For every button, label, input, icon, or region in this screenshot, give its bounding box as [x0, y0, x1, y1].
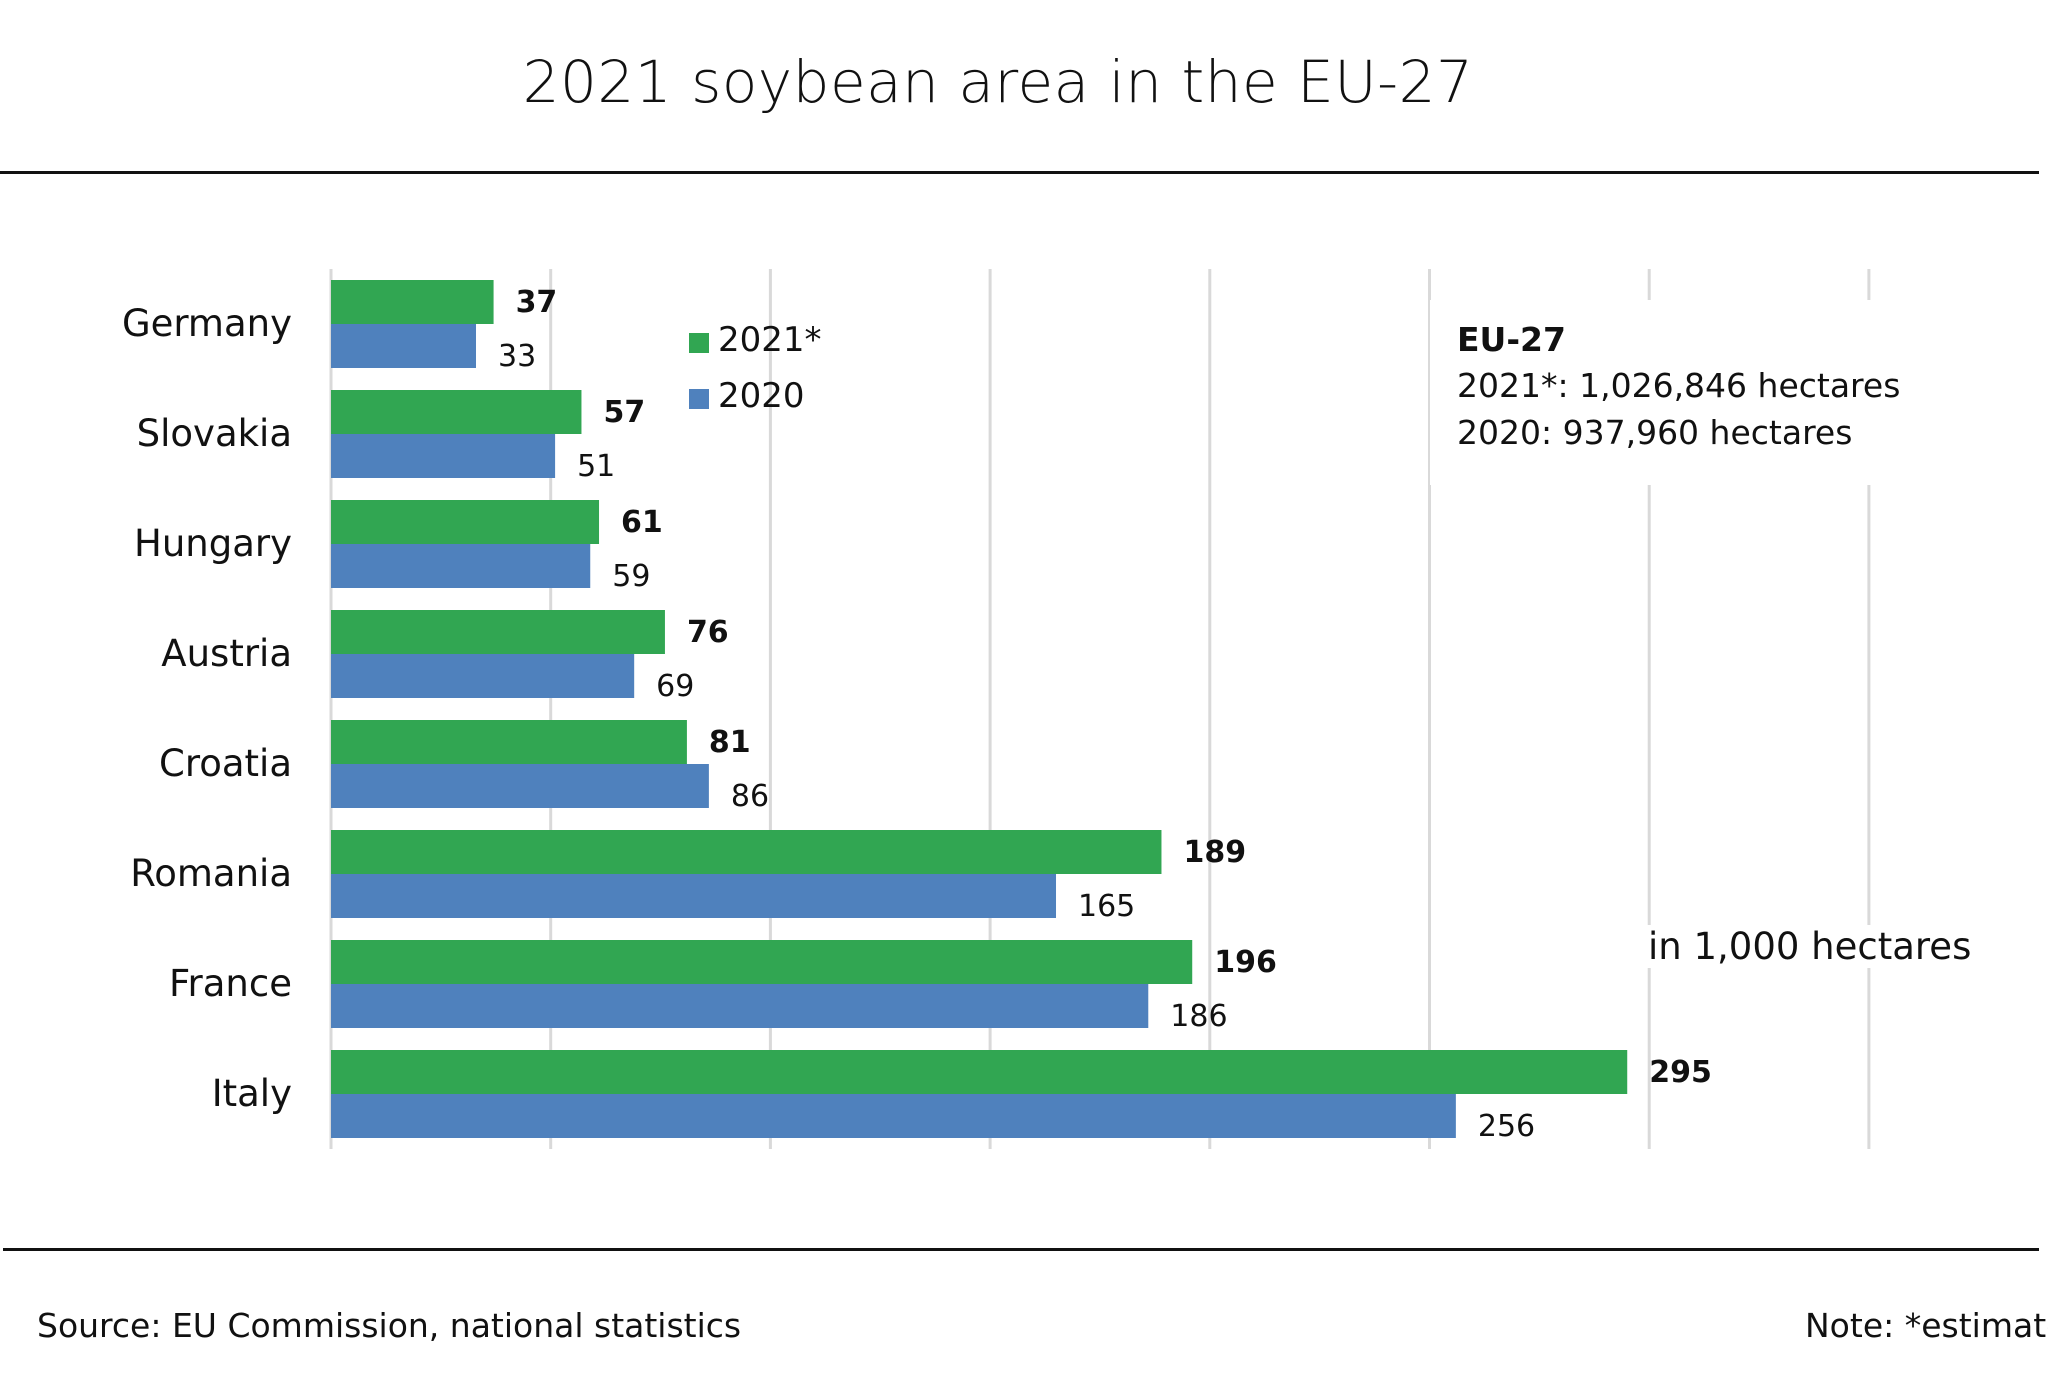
legend-label-2020: 2020: [718, 376, 805, 416]
bar-2021: [331, 720, 687, 764]
category-label: Romania: [130, 852, 292, 895]
legend-swatch-2021: [689, 333, 709, 353]
bar-2021: [331, 830, 1162, 874]
eu-total-box: EU-27 2021*: 1,026,846 hectares 2020: 93…: [1430, 300, 1900, 485]
bar-2021: [331, 500, 600, 544]
data-label: 33: [498, 339, 536, 374]
data-label: 186: [1170, 999, 1227, 1034]
category-label: France: [169, 962, 292, 1005]
top-divider: [0, 171, 2039, 174]
legend-swatch-2020: [689, 389, 709, 409]
legend-label-2021: 2021*: [718, 320, 822, 360]
data-label: 69: [656, 669, 694, 704]
estimate-note: Note: *estimate: [1805, 1306, 2048, 1345]
data-label: 51: [577, 449, 615, 484]
bar-2021: [331, 1050, 1628, 1094]
bar-2021: [331, 610, 665, 654]
bar-2020: [331, 874, 1057, 918]
data-label: 256: [1478, 1109, 1535, 1144]
eu-total-2020: 2020: 937,960 hectares: [1457, 413, 1853, 452]
eu-heading: EU-27: [1457, 320, 1566, 359]
category-label: Germany: [122, 302, 292, 345]
data-label: 86: [731, 779, 769, 814]
bar-2021: [331, 940, 1193, 984]
data-label: 165: [1078, 889, 1135, 924]
data-label: 76: [687, 615, 729, 650]
chart-title: 2021 soybean area in the EU-27: [522, 48, 1474, 116]
data-label: 196: [1214, 945, 1277, 980]
data-label: 61: [621, 505, 663, 540]
source-note: Source: EU Commission, national statisti…: [37, 1306, 742, 1345]
data-label: 37: [516, 285, 558, 320]
data-label: 81: [709, 725, 751, 760]
data-label: 295: [1649, 1055, 1712, 1090]
unit-label: in 1,000 hectares: [1640, 925, 1972, 968]
bar-2021: [331, 390, 582, 434]
bar-2020: [331, 654, 635, 698]
eu-total-2021: 2021*: 1,026,846 hectares: [1457, 366, 1901, 405]
bar-2020: [331, 764, 709, 808]
bar-2021: [331, 280, 494, 324]
category-label: Croatia: [159, 742, 292, 785]
bar-2020: [331, 984, 1149, 1028]
data-label: 59: [612, 559, 650, 594]
bar-2020: [331, 544, 591, 588]
category-label: Slovakia: [137, 412, 292, 455]
bar-2020: [331, 1094, 1456, 1138]
category-label: Italy: [212, 1072, 292, 1115]
bar-2020: [331, 434, 556, 478]
bar-2020: [331, 324, 477, 368]
category-label: Austria: [161, 632, 292, 675]
category-label: Hungary: [134, 522, 292, 565]
data-label: 189: [1183, 835, 1246, 870]
bottom-divider: [3, 1248, 2039, 1251]
data-label: 57: [603, 395, 645, 430]
